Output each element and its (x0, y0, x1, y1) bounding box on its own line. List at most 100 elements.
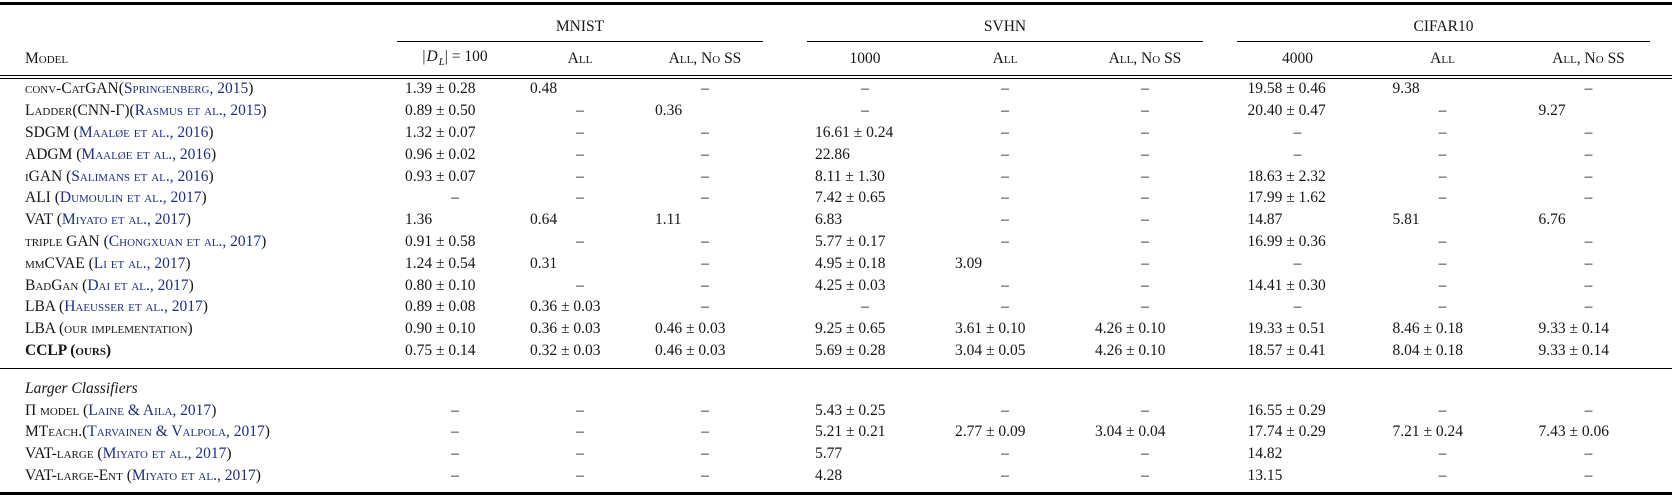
metric-value: 1.39 ± 0.28 (405, 80, 476, 98)
metric-value: – (1293, 298, 1302, 316)
citation-link[interactable]: Miyato et al., 2017 (102, 445, 227, 463)
value-cell: 17.99 ± 1.62 (1225, 189, 1370, 207)
column-group-svhn: SVHN (795, 5, 1215, 42)
citation-link[interactable]: Li et al., 2017 (93, 254, 186, 272)
table-rule-top (0, 2, 1672, 5)
metric-value: – (1001, 401, 1009, 419)
metric-value: 9.33 ± 0.14 (1538, 320, 1610, 338)
value-cell: – (635, 445, 775, 463)
model-name-cell: MTeach.(Tarvainen & Valpola, 2017) (0, 423, 385, 441)
dataset-group: – – – (385, 189, 775, 207)
metric-value: 8.11 ± 1.30 (815, 167, 885, 185)
metric-value: 6.76 (1538, 211, 1566, 229)
model-name-cell: LBA (our implementation) (0, 320, 385, 338)
citation-close-paren: ) (210, 145, 217, 163)
value-cell: – (635, 146, 775, 164)
metric-value: – (1001, 124, 1009, 142)
model-name: iGAN ( (25, 167, 72, 185)
model-name-cell: ALI (Dumoulin et al., 2017) (0, 189, 385, 207)
value-cell: – (1075, 80, 1215, 98)
value-cell: – (1225, 255, 1370, 273)
citation-link[interactable]: Haeusser et al., 2017 (64, 298, 203, 316)
metric-value: 0.36 ± 0.03 (530, 320, 601, 338)
value-cell: – (935, 102, 1075, 120)
value-cell: – (525, 402, 635, 420)
metric-value: 4.95 ± 0.18 (815, 254, 886, 272)
metric-value: – (1001, 189, 1009, 207)
citation-link[interactable]: Salimans et al., 2016 (71, 167, 209, 185)
dataset-group: – – – (1225, 124, 1662, 142)
metric-value: 4.26 ± 0.10 (1095, 342, 1166, 360)
metric-value: – (1584, 276, 1593, 294)
metric-value: 17.99 ± 1.62 (1247, 189, 1326, 207)
citation-link[interactable]: Springenberg, 2015 (123, 80, 249, 98)
table-row: ALI (Dumoulin et al., 2017) – – –7.42 ± 0.6… (0, 188, 1672, 210)
metric-value: – (1001, 233, 1009, 251)
citation-close-paren: ) (255, 467, 261, 485)
dataset-group: – – – (385, 467, 775, 485)
metric-value: 18.63 ± 2.32 (1247, 167, 1326, 185)
dataset-group: 5.21 ± 0.21 2.77 ± 0.09 3.04 ± 0.04 (795, 423, 1215, 441)
dataset-group: 0.75 ± 0.14 0.32 ± 0.03 0.46 ± 0.03 (385, 342, 775, 360)
dataset-group: 0.96 ± 0.02 – – (385, 146, 775, 164)
citation-link[interactable]: Dai et al., 2017 (87, 276, 189, 294)
value-cell: – (1075, 467, 1215, 485)
metric-value: 0.91 ± 0.58 (405, 233, 476, 251)
metric-value: – (1001, 80, 1009, 98)
metric-value: 6.83 (815, 211, 843, 229)
metric-value: – (1438, 467, 1447, 485)
metric-value: – (576, 189, 584, 207)
citation-link[interactable]: Miyato et al., 2017 (131, 467, 256, 485)
citation-close-paren: ) (188, 276, 194, 294)
value-cell: 1.24 ± 0.54 (385, 255, 525, 273)
math-subscript: L (438, 56, 445, 69)
citation-close-paren: ) (201, 189, 207, 207)
value-cell: 9.27 (1515, 102, 1662, 120)
value-cell: – (385, 402, 525, 420)
metric-value: – (1438, 189, 1447, 207)
citation-link[interactable]: Miyato et al., 2017 (61, 211, 186, 229)
metric-value: 0.32 ± 0.03 (530, 342, 601, 360)
metric-value: 0.36 (655, 102, 683, 120)
metric-value: 0.64 (530, 211, 558, 229)
table-body-larger-classifiers: Π model (Laine & Aila, 2017) – – –5.43 ± 0.… (0, 400, 1672, 487)
value-cell: 0.80 ± 0.10 (385, 277, 525, 295)
citation-link[interactable]: Dumoulin et al., 2017 (59, 189, 202, 207)
citation-link[interactable]: Chongxuan et al., 2017 (108, 233, 262, 251)
dataset-group: – – – (795, 102, 1215, 120)
metric-value: 14.41 ± 0.30 (1247, 276, 1326, 294)
citation-link[interactable]: Rasmus et al., 2015 (134, 102, 262, 120)
metric-value: 1.11 (655, 211, 682, 229)
table-row: Ladder(CNN-Γ)(Rasmus et al., 2015) 0.89 ±… (0, 100, 1672, 122)
value-cell: 0.90 ± 0.10 (385, 320, 525, 338)
value-cell: – (525, 102, 635, 120)
citation-link[interactable]: Maaløe et al., 2016 (81, 145, 211, 163)
metric-value: – (1438, 445, 1447, 463)
metric-value: – (1293, 145, 1302, 163)
metric-value: – (1438, 167, 1447, 185)
table-header-rule (0, 75, 1672, 79)
table-row: SDGM (Maaløe et al., 2016) 1.32 ± 0.07– –1… (0, 122, 1672, 144)
citation-link[interactable]: Maaløe et al., 2016 (78, 124, 209, 142)
citation-link[interactable]: Tarvainen & Valpola, 2017 (87, 423, 265, 441)
model-name-cell: triple GAN (Chongxuan et al., 2017) (0, 233, 385, 251)
metric-value: – (1584, 124, 1593, 142)
value-cell: – (1370, 298, 1515, 316)
value-cell: 2.77 ± 0.09 (935, 423, 1075, 441)
metric-value: 0.75 ± 0.14 (405, 342, 476, 360)
metric-value: 1.36 (405, 211, 433, 229)
value-cell: 7.43 ± 0.06 (1515, 423, 1662, 441)
dataset-group: – – – (795, 80, 1215, 98)
value-cell: – (1370, 233, 1515, 251)
citation-close-paren: ) (185, 254, 191, 272)
metric-value: – (701, 401, 709, 419)
value-cell: – (1515, 445, 1662, 463)
value-cell: – (1225, 298, 1370, 316)
value-cell: 0.36 (635, 102, 775, 120)
subcolumn-header: All (992, 49, 1018, 67)
value-cell: 9.38 (1370, 80, 1515, 98)
metric-value: – (576, 276, 584, 294)
citation-link[interactable]: Laine & Aila, 2017 (88, 401, 212, 419)
metric-value: – (1438, 102, 1447, 120)
model-name: ALI ( (25, 189, 60, 207)
